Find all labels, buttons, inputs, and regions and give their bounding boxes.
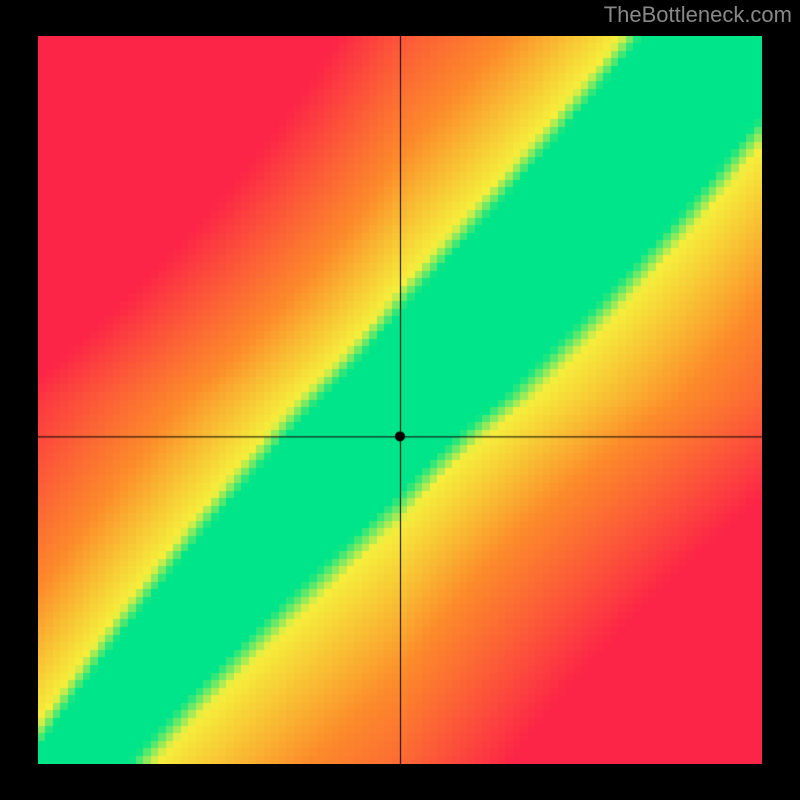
chart-container: TheBottleneck.com (0, 0, 800, 800)
crosshair-overlay (38, 36, 762, 764)
attribution-label: TheBottleneck.com (604, 2, 792, 28)
